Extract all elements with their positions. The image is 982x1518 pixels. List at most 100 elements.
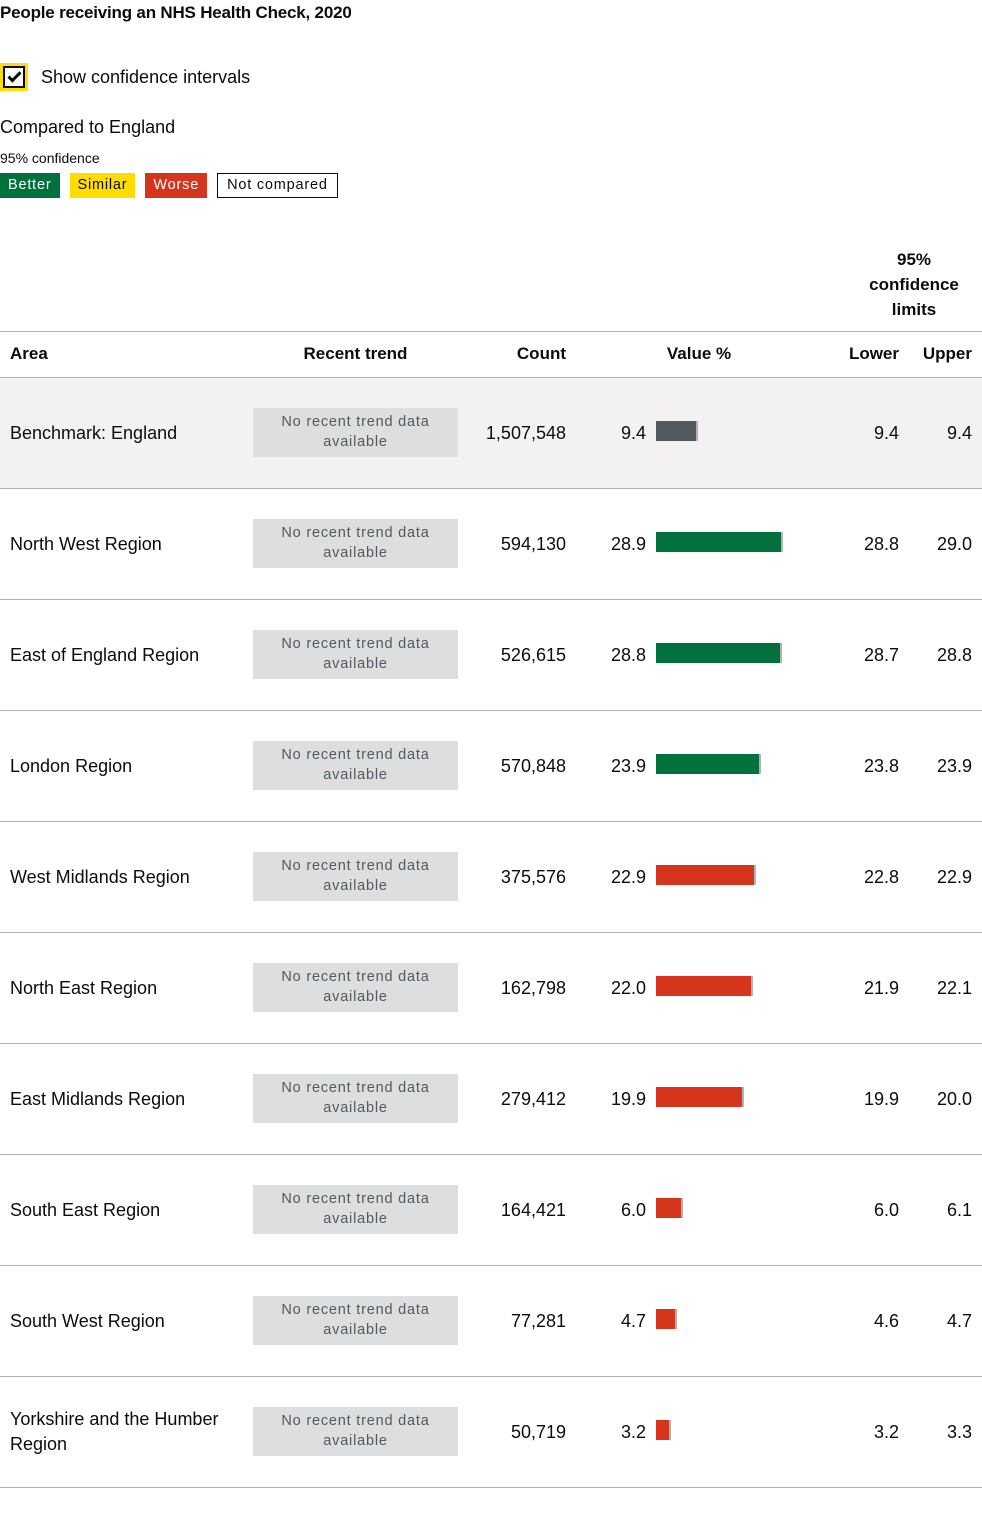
count-value: 77,281: [510, 1310, 566, 1331]
count-value: 164,421: [500, 1199, 566, 1220]
lower-limit: 19.9: [863, 1088, 899, 1109]
value-label: 28.8: [610, 644, 646, 665]
recent-trend-badge: No recent trend data available: [253, 408, 458, 457]
upper-limit: 23.9: [936, 755, 972, 776]
column-header-area[interactable]: Area: [10, 344, 48, 363]
value-label: 22.0: [610, 977, 646, 998]
lower-limit: 9.4: [873, 422, 899, 443]
show-confidence-intervals-checkbox[interactable]: Show confidence intervals: [0, 63, 250, 91]
value-label: 28.9: [610, 533, 646, 554]
value-label: 3.2: [620, 1421, 646, 1442]
table-row[interactable]: East Midlands Region No recent trend data…: [0, 1044, 982, 1155]
legend: Better Similar Worse Not compared: [0, 173, 348, 198]
bar-fill: [656, 754, 760, 774]
table-row[interactable]: South East Region No recent trend data av…: [0, 1155, 982, 1266]
bar-fill: [656, 1198, 682, 1218]
value-label: 19.9: [610, 1088, 646, 1109]
bar-fill: [656, 1087, 743, 1107]
confidence-interval-marker: [681, 1198, 684, 1218]
recent-trend-badge: No recent trend data available: [253, 963, 458, 1012]
bar-fill: [656, 1420, 670, 1440]
area-name[interactable]: East Midlands Region: [10, 1088, 186, 1109]
count-value: 375,576: [500, 866, 566, 887]
column-header-lower: Lower: [848, 344, 899, 363]
header-divider-top: [0, 331, 982, 332]
area-name[interactable]: North East Region: [10, 977, 158, 998]
area-name[interactable]: East of England Region: [10, 644, 200, 665]
table-row[interactable]: South West Region No recent trend data av…: [0, 1266, 982, 1377]
upper-limit: 3.3: [946, 1421, 972, 1442]
checkbox-box[interactable]: [0, 63, 28, 91]
lower-limit: 4.6: [873, 1310, 899, 1331]
count-value: 50,719: [510, 1421, 566, 1442]
lower-limit: 6.0: [873, 1199, 899, 1220]
checkbox-label[interactable]: Show confidence intervals: [41, 66, 251, 87]
lower-limit: 3.2: [873, 1421, 899, 1442]
confidence-interval-marker: [669, 1420, 672, 1440]
bar-fill: [656, 865, 756, 885]
recent-trend-badge: No recent trend data available: [253, 852, 458, 901]
bar-fill: [656, 421, 697, 441]
recent-trend-badge: No recent trend data available: [253, 1074, 458, 1123]
column-header-upper: Upper: [922, 344, 972, 363]
benchmark-row[interactable]: Benchmark: England No recent trend data a…: [0, 378, 982, 489]
confidence-level: 95% confidence: [0, 150, 100, 166]
legend-better: Better: [0, 173, 60, 198]
table-row[interactable]: Yorkshire and the Humber Region No recent…: [0, 1377, 982, 1488]
area-name[interactable]: Benchmark: England: [10, 422, 178, 443]
area-name[interactable]: London Region: [10, 755, 133, 776]
bar-fill: [656, 976, 752, 996]
area-name[interactable]: South West Region: [10, 1310, 165, 1331]
column-header-trend: Recent trend: [303, 344, 408, 363]
column-header-value[interactable]: Value %: [666, 344, 732, 363]
column-header-count[interactable]: Count: [516, 344, 566, 363]
table-row[interactable]: North East Region No recent trend data av…: [0, 933, 982, 1044]
checkbox-border: [3, 66, 25, 88]
confidence-limits-header: 95% confidence limits: [869, 250, 959, 319]
value-label: 6.0: [620, 1199, 646, 1220]
upper-limit: 9.4: [946, 422, 972, 443]
upper-limit: 4.7: [946, 1310, 972, 1331]
lower-limit: 28.7: [863, 644, 899, 665]
lower-limit: 22.8: [863, 866, 899, 887]
confidence-interval-marker: [780, 532, 783, 552]
recent-trend-badge: No recent trend data available: [253, 1407, 458, 1456]
count-value: 570,848: [500, 755, 566, 776]
confidence-interval-marker: [695, 421, 698, 441]
table-row[interactable]: East of England Region No recent trend da…: [0, 600, 982, 711]
recent-trend-badge: No recent trend data available: [253, 741, 458, 790]
upper-limit: 22.9: [936, 866, 972, 887]
bar-fill: [656, 643, 781, 663]
confidence-interval-marker: [741, 1087, 744, 1107]
lower-limit: 28.8: [863, 533, 899, 554]
count-value: 279,412: [500, 1088, 566, 1109]
lower-limit: 23.8: [863, 755, 899, 776]
bar-fill: [656, 1309, 677, 1329]
recent-trend-badge: No recent trend data available: [253, 1185, 458, 1234]
lower-limit: 21.9: [863, 977, 899, 998]
confidence-interval-marker: [758, 754, 761, 774]
recent-trend-badge: No recent trend data available: [253, 519, 458, 568]
area-name[interactable]: South East Region: [10, 1199, 161, 1220]
confidence-interval-marker: [779, 643, 782, 663]
value-label: 22.9: [610, 866, 646, 887]
legend-worse: Worse: [145, 173, 208, 198]
upper-limit: 20.0: [936, 1088, 972, 1109]
area-name[interactable]: North West Region: [10, 533, 162, 554]
upper-limit: 6.1: [946, 1199, 972, 1220]
chart-title: People receiving an NHS Health Check, 20…: [0, 3, 352, 22]
header-divider-bottom: [0, 377, 982, 378]
value-label: 23.9: [610, 755, 646, 776]
bar-fill: [656, 532, 782, 552]
count-value: 162,798: [500, 977, 566, 998]
confidence-interval-marker: [754, 865, 757, 885]
recent-trend-badge: No recent trend data available: [253, 1296, 458, 1345]
upper-limit: 28.8: [936, 644, 972, 665]
area-name[interactable]: Yorkshire and the Humber Region: [10, 1409, 219, 1454]
table-row[interactable]: London Region No recent trend data availa…: [0, 711, 982, 822]
area-name[interactable]: West Midlands Region: [10, 866, 190, 887]
table-row[interactable]: North West Region No recent trend data av…: [0, 489, 982, 600]
legend-similar: Similar: [69, 173, 136, 198]
table-row[interactable]: West Midlands Region No recent trend data…: [0, 822, 982, 933]
upper-limit: 22.1: [936, 977, 972, 998]
